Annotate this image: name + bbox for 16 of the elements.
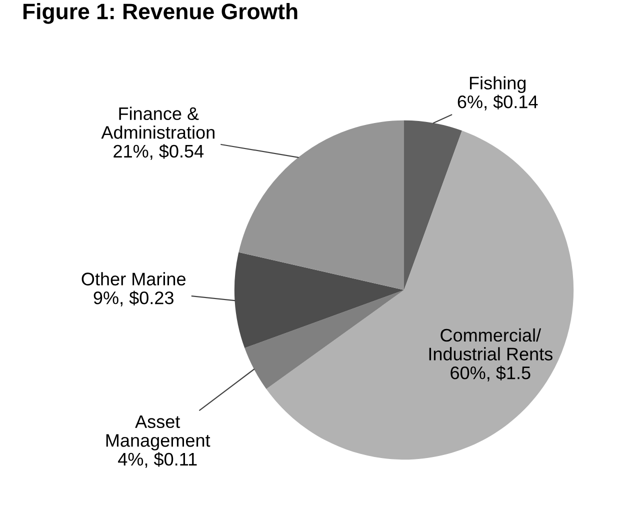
pie-slice: [238, 120, 404, 290]
pie-slice: [404, 120, 462, 290]
pie-slice: [234, 252, 404, 348]
data-label: 4%, $0.11: [118, 452, 197, 468]
pie-slice: [266, 130, 574, 460]
slice-label: Finance & Administration: [101, 106, 214, 139]
data-label: 9%, $0.23: [94, 290, 174, 306]
slice-label: Fishing: [470, 76, 526, 94]
slice-label: Asset Management: [106, 415, 210, 450]
data-label: 60%, $1.5: [450, 366, 530, 382]
chart-title: Figure 1: Revenue Growth: [23, 3, 298, 24]
slice-label: Commercial/ Industrial Rents: [429, 328, 552, 360]
slice-label: Other Marine: [82, 272, 186, 286]
data-label: 21%, $0.54: [114, 144, 204, 160]
data-label: 6%, $0.14: [458, 94, 538, 110]
pie-slice: [244, 290, 404, 390]
